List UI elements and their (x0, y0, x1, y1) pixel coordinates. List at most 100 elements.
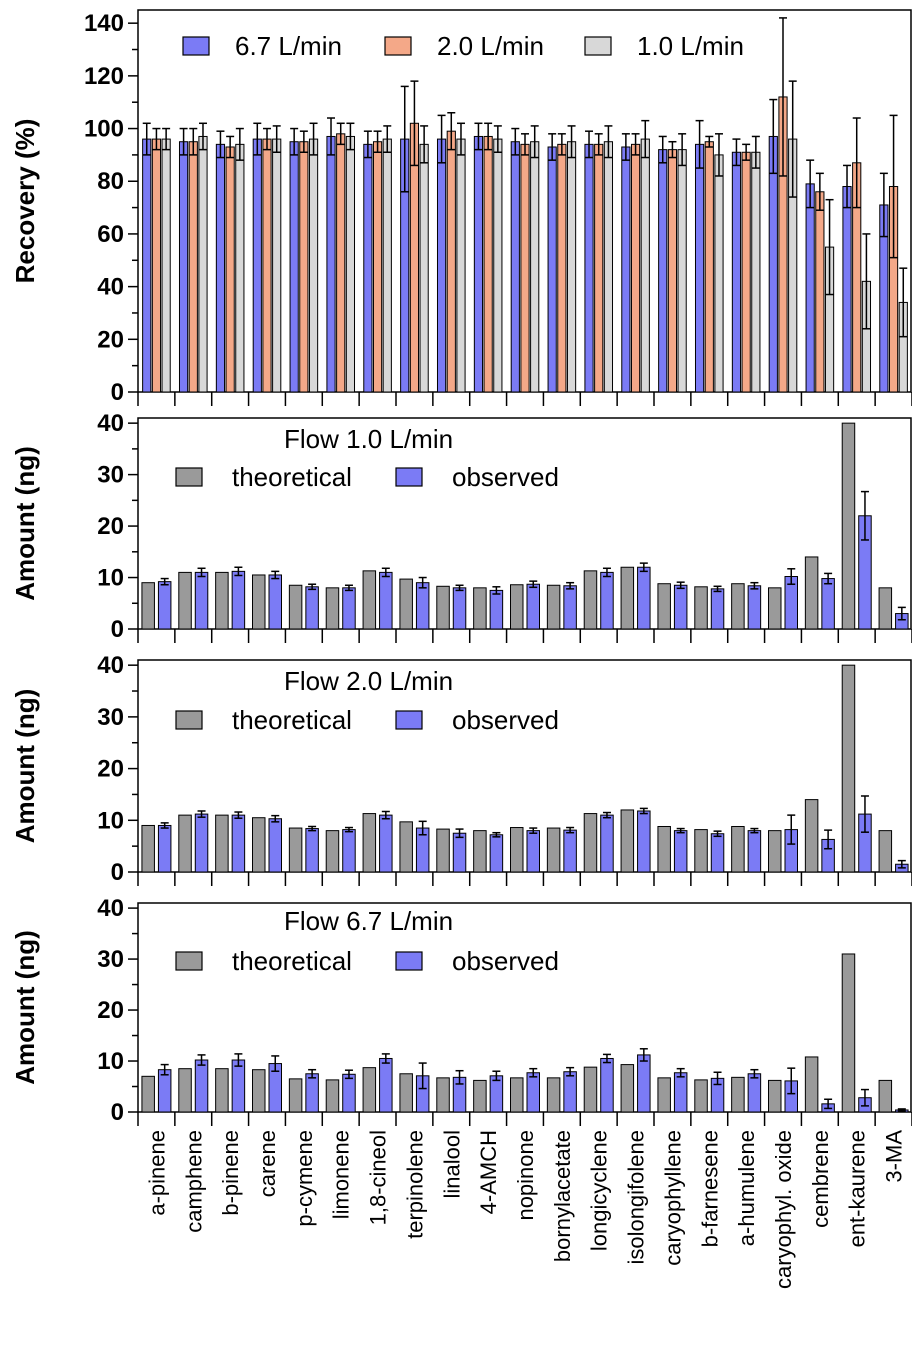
bar (231, 814, 246, 873)
bar (342, 587, 356, 630)
bar (600, 814, 614, 873)
bar (493, 138, 503, 393)
bar (673, 830, 688, 873)
x-tick-label: nopinone (513, 1130, 538, 1221)
bar (363, 143, 373, 393)
x-tick-label: 3-MA (882, 1130, 907, 1183)
bar (326, 135, 336, 393)
bar (546, 827, 561, 873)
bar (878, 587, 893, 630)
bar (399, 578, 413, 630)
bar (731, 151, 742, 393)
bar (178, 814, 192, 873)
bar (198, 135, 208, 393)
panel-3: 0 10 20 30 40 Amount (ng) Flow 2.0 L/min theore… (10, 652, 912, 886)
bar (637, 810, 651, 873)
bar (483, 135, 493, 393)
bar (342, 829, 356, 873)
x-tick-label: longicyclene (587, 1130, 612, 1251)
bar (288, 827, 303, 873)
bar (473, 1079, 487, 1113)
bar (546, 1077, 561, 1113)
y-tick-label: 10 (97, 1048, 124, 1075)
bar (620, 809, 635, 873)
bar (194, 813, 209, 873)
bar (235, 143, 245, 393)
y-tick-label: 10 (97, 565, 124, 592)
bar (530, 141, 540, 393)
legend-swatch (175, 951, 203, 971)
legend-label: 2.0 L/min (437, 31, 544, 61)
x-tick-label: carene (255, 1130, 280, 1197)
bar (157, 1069, 172, 1113)
legend-swatch (584, 36, 612, 56)
legend-label: 6.7 L/min (235, 31, 342, 61)
bar (731, 825, 745, 873)
panel-4: 0 10 20 30 40 Amount (ng) Flow 6.7 L/min theore… (10, 895, 912, 1126)
bar (526, 830, 540, 873)
bar (657, 825, 671, 873)
bar (262, 138, 272, 393)
bar (583, 570, 598, 630)
bar (526, 583, 540, 630)
bar (178, 141, 189, 393)
y-tick-label: 100 (84, 116, 124, 143)
bar (345, 135, 356, 393)
bar (325, 1079, 340, 1113)
bar (805, 183, 815, 393)
bar (657, 1077, 671, 1113)
bar (194, 1059, 209, 1113)
bar (630, 143, 641, 393)
bar (747, 830, 762, 873)
bar (640, 138, 650, 393)
bar (252, 1069, 266, 1113)
bar (305, 828, 319, 873)
bar (600, 1057, 614, 1113)
legend-label: observed (452, 946, 559, 976)
bar (379, 814, 393, 873)
bar (673, 1072, 688, 1113)
legend-swatch (395, 467, 423, 487)
panel-1: 0 20 40 60 80 100 120 140 Recovery (%) 6.7 L/min 2… (10, 9, 912, 406)
bar (842, 186, 852, 393)
x-tick-label: 1,8-cineol (366, 1130, 391, 1225)
bar (510, 827, 524, 873)
bar (563, 1071, 577, 1113)
bar (161, 138, 171, 393)
panel-title: Flow 2.0 L/min (284, 666, 453, 696)
bar (673, 584, 688, 630)
legend-swatch (175, 710, 203, 730)
bar (768, 587, 782, 630)
legend-label: observed (452, 705, 559, 735)
bar (657, 583, 671, 630)
bar (747, 585, 762, 630)
x-tick-label: caryophyllene (660, 1130, 685, 1266)
bar (372, 141, 383, 393)
bar (677, 149, 687, 393)
bar (815, 191, 825, 393)
y-axis-title: Amount (ng) (10, 446, 40, 601)
bar (489, 589, 504, 630)
bar (379, 1057, 393, 1113)
bar (768, 135, 778, 393)
plot-frame (137, 902, 912, 1113)
legend-swatch (182, 36, 210, 56)
bar (141, 824, 155, 873)
bar (436, 585, 450, 630)
bar (215, 143, 226, 393)
x-tick-label: a-pinene (144, 1130, 169, 1216)
bar (215, 814, 229, 873)
bar (603, 141, 614, 393)
bar (804, 1056, 819, 1113)
bar (768, 1079, 782, 1113)
bar (594, 143, 604, 393)
bar (446, 130, 456, 393)
bar (620, 566, 635, 630)
bar (557, 143, 567, 393)
bar (768, 830, 782, 873)
y-tick-label: 0 (111, 859, 124, 886)
bar (178, 1068, 192, 1113)
bar (225, 146, 235, 393)
bar (731, 583, 745, 630)
bar (288, 584, 303, 630)
